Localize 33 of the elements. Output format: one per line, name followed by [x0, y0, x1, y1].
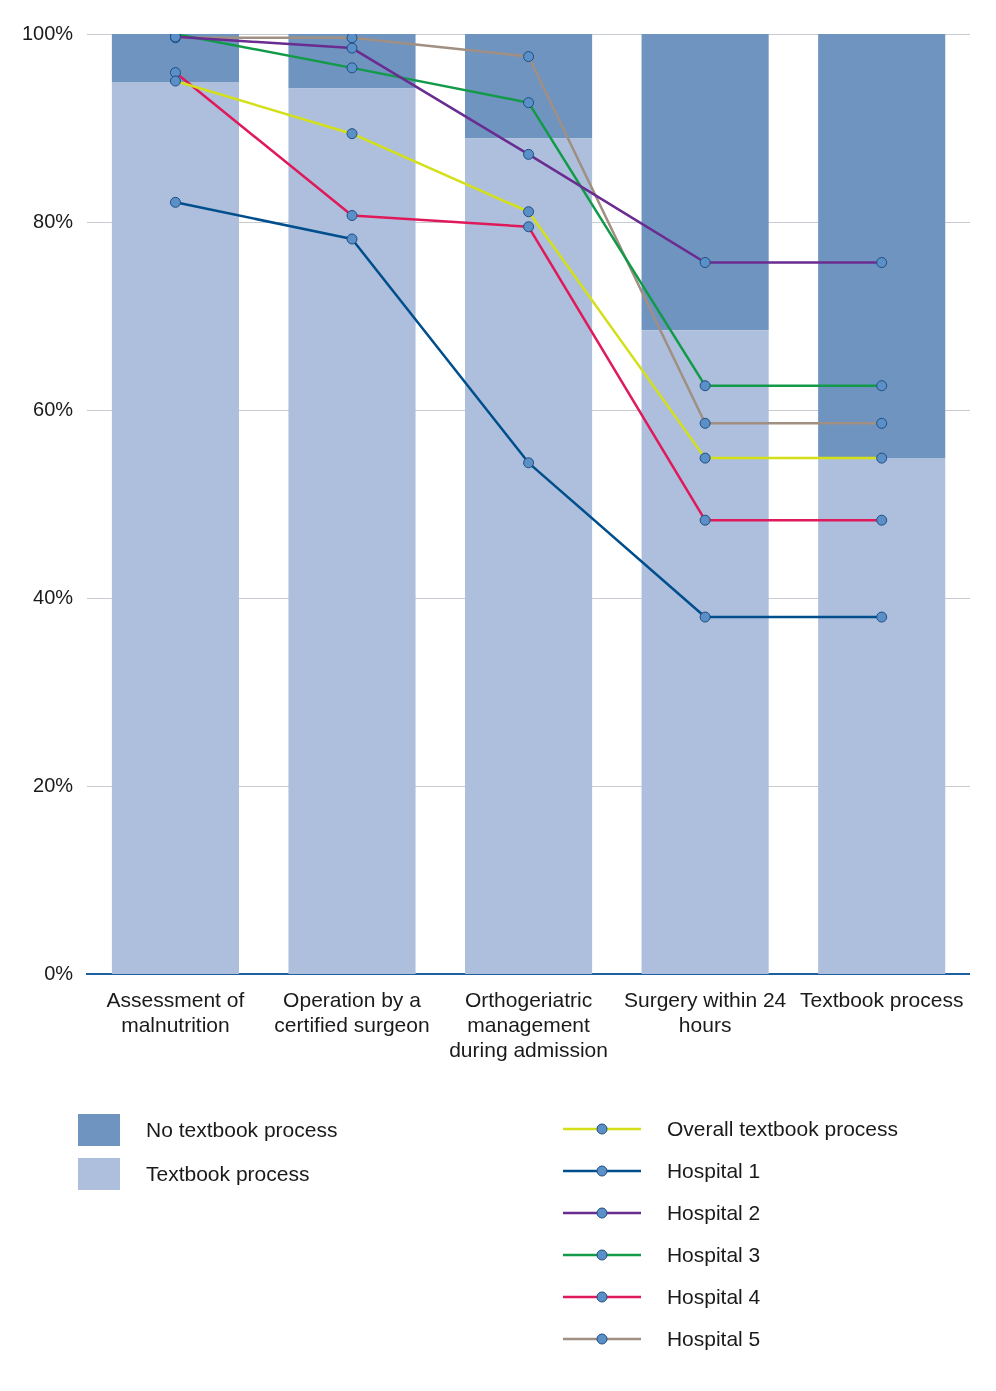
x-tick-label: Textbook process — [799, 987, 964, 1011]
bar — [818, 34, 946, 459]
y-tick-label: 40% — [33, 585, 74, 608]
point — [699, 611, 711, 623]
legend-label: Hospital 1 — [666, 1159, 761, 1183]
legend-label: Hospital 3 — [666, 1243, 761, 1267]
bar — [818, 458, 946, 974]
bar — [465, 138, 593, 974]
y-tick-label: 20% — [33, 773, 74, 796]
x-tick-label: Orthogeriatric management during admission — [449, 987, 608, 1062]
bar — [641, 330, 769, 974]
bar — [111, 34, 239, 82]
point — [876, 611, 888, 623]
x-tick-label: Operation by a certified surgeon — [274, 987, 430, 1036]
y-tick-label: 0% — [44, 961, 74, 984]
x-tick-label: Surgery within 24 hours — [624, 987, 787, 1036]
legend-label: Hospital 5 — [666, 1327, 761, 1351]
y-tick-label: 100% — [22, 21, 74, 44]
point — [346, 233, 358, 245]
legend-label: Hospital 2 — [666, 1201, 761, 1225]
point — [169, 196, 181, 208]
bar — [288, 88, 416, 974]
legend-label: Textbook process — [146, 1162, 310, 1186]
bar — [111, 81, 239, 974]
legend-label: Hospital 4 — [666, 1285, 761, 1309]
bar — [465, 34, 593, 139]
point — [523, 457, 535, 469]
y-tick-label: 60% — [33, 397, 74, 420]
bar — [641, 34, 769, 331]
y-tick-label: 80% — [33, 209, 74, 232]
x-tick-label: Assessment of malnutrition — [106, 987, 245, 1036]
legend-label: Overall textbook process — [666, 1117, 898, 1141]
legend-label: No textbook process — [146, 1118, 338, 1142]
